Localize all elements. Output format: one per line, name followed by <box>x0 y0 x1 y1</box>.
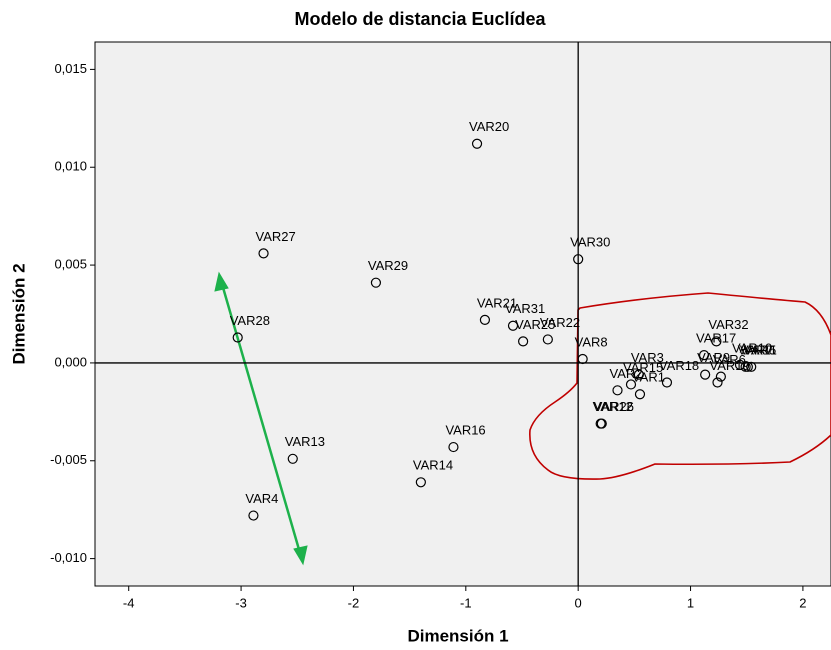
y-tick-label: 0,010 <box>54 159 87 174</box>
point <box>573 254 584 265</box>
point-label: VAR7 <box>740 342 773 357</box>
point <box>507 320 519 331</box>
point <box>711 336 722 347</box>
point <box>577 353 588 365</box>
point-label: VAR13 <box>285 434 325 449</box>
point <box>625 379 637 390</box>
annotation-outline <box>529 292 831 480</box>
plot-area <box>94 41 831 587</box>
point-label: VAR12 <box>593 399 633 414</box>
y-tick-label: 0,015 <box>54 61 87 76</box>
point <box>633 369 644 380</box>
x-tick-label: -1 <box>460 595 472 610</box>
chart-title: Modelo de distancia Euclídea <box>294 9 546 29</box>
point-label: VAR18 <box>659 358 699 373</box>
x-axis-title: Dimensión 1 <box>407 626 508 645</box>
point-label: VAR4 <box>245 491 278 506</box>
point-label: VAR22 <box>540 315 580 330</box>
point <box>746 361 757 372</box>
point-label: VAR26 <box>594 399 634 414</box>
point <box>712 377 723 388</box>
point <box>596 418 607 429</box>
point-label: VAR17 <box>696 331 736 346</box>
y-tick-label: -0,010 <box>50 550 87 565</box>
point <box>612 385 623 396</box>
x-tick-label: -3 <box>235 595 247 610</box>
point-label: VAR20 <box>469 119 509 134</box>
y-axis-title: Dimensión 2 <box>9 263 28 364</box>
point-label: VAR3 <box>631 350 664 365</box>
point-label: VAR21 <box>477 295 517 310</box>
point <box>370 277 382 288</box>
point-label: VAR6 <box>713 352 746 367</box>
point-label: VAR2 <box>610 366 643 381</box>
point-label: VAR15 <box>623 360 663 375</box>
x-tick-label: -4 <box>123 595 135 610</box>
point <box>471 138 483 149</box>
point <box>634 389 646 400</box>
point-label: VAR31 <box>505 301 545 316</box>
point <box>287 453 298 464</box>
y-tick-label: 0,000 <box>54 354 87 369</box>
point-label: VAR14 <box>413 458 453 473</box>
point <box>258 248 269 259</box>
point-label: VAR32 <box>708 317 748 332</box>
point-label: VAR30 <box>570 235 610 250</box>
point-label: VAR28 <box>230 313 270 328</box>
annotation-arrow <box>214 271 308 566</box>
point <box>232 332 243 343</box>
point-label: VAR27 <box>256 229 296 244</box>
point-label: VAR10 <box>732 340 772 355</box>
point-label: VAR1 <box>632 370 665 385</box>
point-label: VAR16 <box>445 423 485 438</box>
point <box>542 334 553 345</box>
point <box>661 377 673 388</box>
point-label: VAR25 <box>515 317 555 332</box>
point-label: VAR5 <box>743 342 776 357</box>
point-label: VAR9 <box>697 350 730 365</box>
point <box>448 441 459 453</box>
point <box>700 369 711 380</box>
point <box>742 361 753 372</box>
x-tick-label: 2 <box>799 595 806 610</box>
point <box>479 314 491 325</box>
point <box>715 371 726 382</box>
point-label: VAR8 <box>575 334 608 349</box>
point <box>734 359 746 370</box>
point-label: VAR29 <box>368 258 408 273</box>
y-tick-label: -0,005 <box>50 452 87 467</box>
point <box>415 477 426 488</box>
x-tick-label: -2 <box>348 595 360 610</box>
point <box>248 510 259 521</box>
point <box>518 336 529 347</box>
x-tick-label: 1 <box>687 595 694 610</box>
point-label: VAR11 <box>738 342 777 357</box>
x-tick-label: 0 <box>575 595 582 610</box>
point <box>698 349 710 361</box>
y-tick-label: 0,005 <box>54 257 87 272</box>
